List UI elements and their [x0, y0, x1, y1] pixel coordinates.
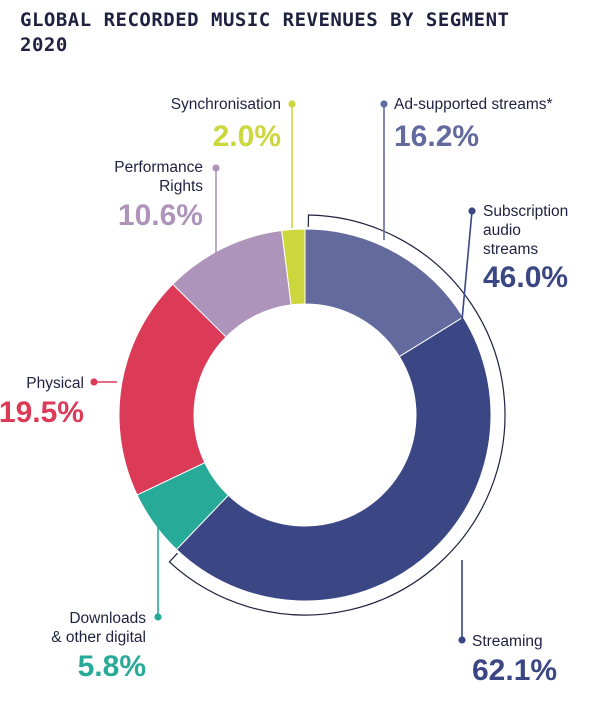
leader-dot-physical	[90, 378, 98, 386]
label-ad-supported-streams: Ad-supported streams*	[394, 96, 553, 113]
leader-dot-streaming	[458, 636, 466, 644]
chart-title: GLOBAL RECORDED MUSIC REVENUES BY SEGMEN…	[20, 8, 510, 58]
leader-dot-subscription-audio-streams	[468, 207, 476, 215]
label-streaming: Streaming	[472, 633, 543, 650]
label-subscription-audio-streams-line-2: audio	[483, 222, 521, 239]
value-performance-rights: 10.6%	[118, 199, 203, 232]
value-synchronisation: 2.0%	[213, 120, 281, 153]
label-physical: Physical	[26, 375, 84, 392]
slice-physical	[118, 283, 227, 496]
label-subscription-audio-streams-line-3: streams	[483, 241, 538, 258]
value-downloads-other-digital: 5.8%	[78, 650, 146, 683]
value-subscription-audio-streams: 46.0%	[483, 261, 568, 294]
label-synchronisation: Synchronisation	[171, 96, 281, 113]
label-downloads-other-digital-line-2: & other digital	[51, 629, 146, 646]
slice-synchronisation	[281, 228, 306, 306]
leader-dot-synchronisation	[288, 100, 296, 108]
leader-dot-ad-supported-streams	[380, 100, 388, 108]
chart-title-line-1: GLOBAL RECORDED MUSIC REVENUES BY SEGMEN…	[20, 9, 510, 31]
streaming-bracket	[168, 214, 506, 616]
leader-dot-downloads-other-digital	[154, 613, 162, 621]
value-ad-supported-streams: 16.2%	[394, 120, 479, 153]
value-streaming: 62.1%	[472, 654, 557, 687]
label-downloads-other-digital-line-1: Downloads	[69, 610, 146, 627]
chart-title-line-2: 2020	[20, 34, 68, 56]
leader-dot-performance-rights	[212, 164, 220, 172]
leader-line-subscription-audio-streams	[461, 210, 473, 321]
label-performance-rights-line-1: Performance	[114, 159, 203, 176]
label-performance-rights-line-2: Rights	[159, 178, 203, 195]
value-physical: 19.5%	[0, 396, 84, 429]
slice-subscription-audio-streams	[175, 316, 492, 602]
label-subscription-audio-streams-line-1: Subscription	[483, 203, 568, 220]
